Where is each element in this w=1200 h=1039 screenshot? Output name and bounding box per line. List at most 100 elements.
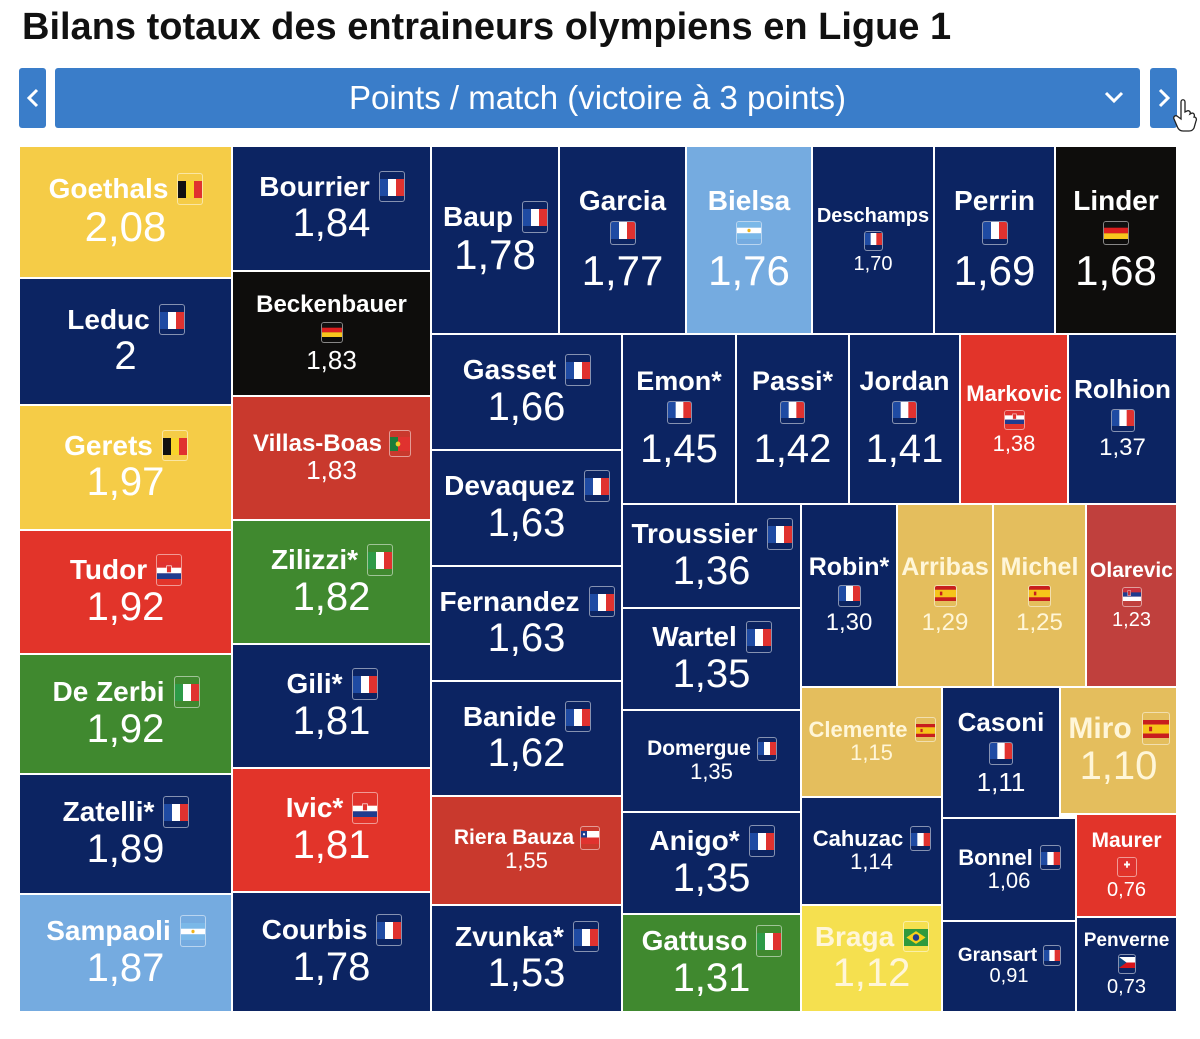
points-per-match-value: 1,63: [487, 616, 566, 661]
flag-fr-icon: [379, 172, 404, 201]
flag-es-icon: [915, 718, 935, 741]
points-per-match-value: 1,12: [832, 951, 911, 996]
tile-penverne[interactable]: Penverne 0,73: [1076, 917, 1177, 1012]
coach-name: Olarevic: [1090, 559, 1173, 583]
tile-bonnel[interactable]: Bonnel 1,06: [942, 818, 1076, 921]
points-per-match-value: 1,29: [921, 609, 969, 637]
tile-olarevic[interactable]: Olarevic 1,23: [1086, 504, 1177, 687]
tile-garcia[interactable]: Garcia 1,77: [559, 146, 686, 334]
points-per-match-value: 1,10: [1079, 744, 1158, 789]
coach-name: Troussier: [631, 518, 758, 550]
points-per-match-value: 1,69: [953, 247, 1036, 295]
coach-name: Perrin: [954, 184, 1035, 216]
tile-gerets[interactable]: Gerets 1,97: [19, 405, 232, 530]
points-per-match-value: 2,08: [84, 202, 167, 250]
coach-name: Gili*: [286, 668, 343, 700]
coach-name: Miro: [1068, 711, 1132, 745]
flag-be-icon: [178, 174, 203, 203]
flag-fr-icon: [749, 826, 774, 855]
points-per-match-value: 1,41: [865, 427, 944, 472]
coach-name: De Zerbi: [52, 676, 165, 708]
coach-name: Riera Bauza: [453, 826, 575, 850]
points-per-match-value: 1,68: [1075, 247, 1157, 295]
points-per-match-value: 1,84: [292, 201, 371, 246]
tile-banide[interactable]: Banide 1,62: [431, 681, 622, 796]
flag-cl-icon: [581, 827, 600, 849]
tile-baup[interactable]: Baup 1,78: [431, 146, 559, 334]
metric-dropdown[interactable]: Points / match (victoire à 3 points): [55, 68, 1140, 128]
tile-miro[interactable]: Miro 1,10: [1060, 687, 1177, 814]
tile-braga[interactable]: Braga 1,12: [801, 905, 942, 1012]
tile-perrin[interactable]: Perrin 1,69: [934, 146, 1055, 334]
tile-troussier[interactable]: Troussier 1,36: [622, 504, 801, 608]
tile-clemente[interactable]: Clemente 1,15: [801, 687, 942, 797]
tile-fernandez[interactable]: Fernandez 1,63: [431, 566, 622, 681]
tile-gransart[interactable]: Gransart 0,91: [942, 921, 1076, 1012]
points-per-match-value: 1,35: [672, 855, 751, 900]
coach-name: Robin*: [808, 553, 890, 582]
tile-michel[interactable]: Michel 1,25: [993, 504, 1086, 687]
coach-name: Penverne: [1083, 929, 1170, 951]
tile-devaquez[interactable]: Devaquez 1,63: [431, 450, 622, 566]
coach-name: Passi*: [751, 365, 834, 396]
tile-gasset[interactable]: Gasset 1,66: [431, 334, 622, 450]
tile-beckenbauer[interactable]: Beckenbauer 1,83: [232, 271, 431, 396]
flag-br-icon: [904, 922, 929, 951]
tile-cahuzac[interactable]: Cahuzac 1,14: [801, 797, 942, 905]
tile-leduc[interactable]: Leduc 2: [19, 278, 232, 405]
tile-arribas[interactable]: Arribas 1,29: [897, 504, 993, 687]
tile-wartel[interactable]: Wartel 1,35: [622, 608, 801, 710]
tile-robin[interactable]: Robin* 1,30: [801, 504, 897, 687]
coach-name: Baup: [443, 201, 513, 233]
coach-name: Courbis: [261, 914, 368, 946]
tile-goethals[interactable]: Goethals 2,08: [19, 146, 232, 278]
points-per-match-value: 1,81: [292, 822, 371, 867]
points-per-match-value: 1,36: [672, 548, 751, 593]
points-per-match-value: 1,77: [581, 247, 664, 295]
tile-markovic[interactable]: Markovic 1,38: [960, 334, 1068, 504]
tile-de-zerbi[interactable]: De Zerbi 1,92: [19, 654, 232, 774]
tile-jordan[interactable]: Jordan 1,41: [849, 334, 960, 504]
coach-name: Linder: [1073, 184, 1159, 216]
coach-name: Anigo*: [649, 825, 740, 857]
tile-maurer[interactable]: Maurer 0,76: [1076, 814, 1177, 917]
tile-zvunka[interactable]: Zvunka* 1,53: [431, 905, 622, 1012]
next-button[interactable]: [1150, 68, 1177, 128]
tile-courbis[interactable]: Courbis 1,78: [232, 892, 431, 1012]
coach-name: Gerets: [64, 429, 153, 461]
tile-riera-bauza[interactable]: Riera Bauza 1,55: [431, 796, 622, 905]
tile-tudor[interactable]: Tudor 1,92: [19, 530, 232, 654]
flag-ar-icon: [737, 222, 761, 244]
tile-rolhion[interactable]: Rolhion 1,37: [1068, 334, 1177, 504]
tile-bourrier[interactable]: Bourrier 1,84: [232, 146, 431, 271]
tile-villas-boas[interactable]: Villas-Boas 1,83: [232, 396, 431, 520]
flag-fr-icon: [757, 738, 776, 760]
points-per-match-value: 1,83: [306, 455, 357, 486]
tile-anigo[interactable]: Anigo* 1,35: [622, 812, 801, 914]
points-per-match-value: 1,55: [505, 848, 548, 874]
hand-cursor-icon: [1173, 99, 1198, 132]
coach-name: Markovic: [966, 380, 1062, 406]
chevron-down-icon: [1104, 91, 1124, 104]
coach-name: Cahuzac: [812, 826, 904, 852]
tile-sampaoli[interactable]: Sampaoli 1,87: [19, 894, 232, 1012]
tile-zilizzi[interactable]: Zilizzi* 1,82: [232, 520, 431, 644]
chart-title: Bilans totaux des entraineurs olympiens …: [22, 6, 952, 48]
coach-name: Braga: [814, 920, 895, 952]
points-per-match-value: 1,87: [86, 945, 165, 990]
tile-ivic[interactable]: Ivic* 1,81: [232, 768, 431, 892]
coach-name: Wartel: [652, 621, 737, 653]
tile-domergue[interactable]: Domergue 1,35: [622, 710, 801, 812]
tile-passi[interactable]: Passi* 1,42: [736, 334, 849, 504]
tile-bielsa[interactable]: Bielsa 1,76: [686, 146, 812, 334]
points-per-match-value: 1,89: [86, 826, 165, 871]
tile-gattuso[interactable]: Gattuso 1,31: [622, 914, 801, 1012]
previous-button[interactable]: [19, 68, 46, 128]
tile-deschamps[interactable]: Deschamps 1,70: [812, 146, 934, 334]
tile-emon[interactable]: Emon* 1,45: [622, 334, 736, 504]
tile-linder[interactable]: Linder 1,68: [1055, 146, 1177, 334]
tile-casoni[interactable]: Casoni 1,11: [942, 687, 1060, 818]
tile-gili[interactable]: Gili* 1,81: [232, 644, 431, 768]
flag-it-icon: [368, 545, 393, 574]
tile-zatelli[interactable]: Zatelli* 1,89: [19, 774, 232, 894]
